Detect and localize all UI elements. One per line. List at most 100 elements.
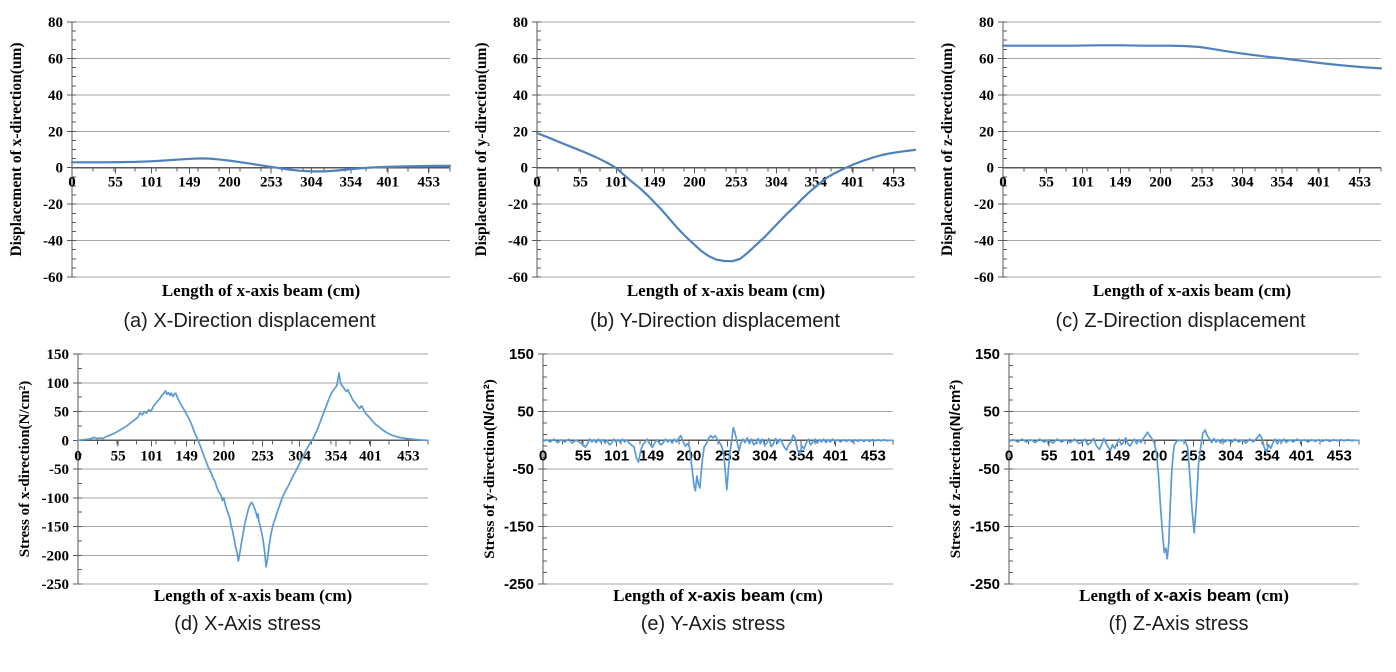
x-tick-label: 401 bbox=[823, 447, 848, 464]
gridlines bbox=[78, 353, 428, 585]
x-tick-label: 149 bbox=[643, 175, 666, 191]
axes bbox=[998, 21, 1382, 278]
x-tick-label: 401 bbox=[842, 175, 865, 191]
y-axis-title: Displacement of x-direction(um) bbox=[8, 42, 25, 256]
x-tick-label: 354 bbox=[805, 175, 828, 191]
y-tick-label: 100 bbox=[47, 376, 70, 392]
x-axis-title: Length of x-axis beam (cm) bbox=[1079, 586, 1289, 605]
y-tick-label: 60 bbox=[513, 51, 528, 67]
y-tick-label: -20 bbox=[43, 197, 63, 213]
series-line bbox=[1001, 44, 1383, 70]
x-axis-title: Length of x-axis beam (cm) bbox=[613, 586, 823, 605]
x-tick-label: 304 bbox=[752, 447, 778, 464]
x-tick-label: 55 bbox=[573, 175, 588, 191]
x-axis-title: Length of x-axis beam (cm) bbox=[627, 281, 825, 300]
x-axis-title: Length of x-axis beam (cm) bbox=[1093, 281, 1291, 300]
x-tick-label: 149 bbox=[178, 175, 201, 191]
axes bbox=[67, 21, 451, 278]
x-tick-label: 453 bbox=[1348, 175, 1371, 191]
y-tick-label: 80 bbox=[513, 15, 528, 31]
chart-f-plot: 150 50 -50 -150 -250 0 55 101 149 200 253 304 354 401… bbox=[947, 346, 1360, 605]
y-tick-label: -60 bbox=[43, 270, 63, 286]
y-tick-label: -250 bbox=[504, 576, 534, 593]
y-tick-label: 60 bbox=[48, 51, 63, 67]
y-tick-label: 80 bbox=[48, 15, 63, 31]
x-tick-label: 55 bbox=[575, 447, 592, 464]
x-tick-label: 0 bbox=[539, 447, 547, 464]
x-tick-label: 354 bbox=[1271, 175, 1294, 191]
y-tick-label: 20 bbox=[513, 124, 528, 140]
x-tick-label: 101 bbox=[140, 175, 163, 191]
x-tick-label: 0 bbox=[1005, 447, 1013, 464]
x-tick-label: 253 bbox=[1181, 447, 1206, 464]
x-tick-label: 200 bbox=[218, 175, 241, 191]
x-tick-label: 200 bbox=[1142, 447, 1167, 464]
y-tick-label: 20 bbox=[48, 124, 63, 140]
chart-e-plot: 150 50 -50 -150 -250 0 55 101 149 200 253 304 354 401… bbox=[481, 346, 894, 605]
x-tick-label: 304 bbox=[300, 175, 323, 191]
x-tick-label: 401 bbox=[1289, 447, 1314, 464]
chart-e-figure: 150 50 -50 -150 -250 0 55 101 149 200 253 304 354 401… bbox=[465, 333, 931, 636]
x-tick-label: 253 bbox=[715, 447, 740, 464]
x-tick-label: 149 bbox=[1105, 447, 1130, 464]
y-tick-label: 150 bbox=[975, 346, 1000, 363]
x-tick-label: 0 bbox=[68, 175, 76, 191]
x-tick-label: 101 bbox=[604, 447, 629, 464]
x-tick-label: 453 bbox=[882, 175, 905, 191]
x-tick-label: 253 bbox=[725, 175, 748, 191]
chart-d-figure: 150 100 50 0 -50 -100 -150 -200 -250 0 55 101 149 200… bbox=[0, 333, 465, 636]
charts-grid: 80 60 40 20 0 -20 -40 -60 0 55 101 149 200 253 304 354 4… bbox=[0, 0, 1383, 636]
x-tick-label: 101 bbox=[1070, 447, 1095, 464]
y-axis-title: Stress of x-direction(N/cm²) bbox=[17, 381, 33, 557]
y-tick-label: -40 bbox=[508, 234, 528, 250]
x-tick-label: 253 bbox=[260, 175, 283, 191]
y-axis-title: Displacement of y-direction(um) bbox=[473, 42, 490, 256]
y-tick-label: 80 bbox=[979, 15, 994, 31]
y-axis-title: Displacement of z-direction(um) bbox=[939, 43, 956, 256]
chart-a-figure: 80 60 40 20 0 -20 -40 -60 0 55 101 149 200 253 304 354 4… bbox=[0, 0, 465, 333]
series-line bbox=[70, 157, 452, 173]
chart-a-caption: (a) X-Direction displacement bbox=[123, 310, 376, 332]
gridlines bbox=[543, 353, 893, 585]
axes bbox=[532, 21, 916, 278]
x-tick-label: 354 bbox=[789, 447, 815, 464]
y-axis-title: Stress of z-direction(N/cm²) bbox=[947, 380, 964, 559]
x-tick-label: 149 bbox=[639, 447, 664, 464]
x-tick-label: 354 bbox=[340, 175, 363, 191]
x-tick-label: 200 bbox=[213, 448, 236, 464]
x-axis-title: Length of x-axis beam (cm) bbox=[162, 281, 360, 300]
series-line bbox=[77, 372, 429, 568]
chart-f-caption: (f) Z-Axis stress bbox=[1108, 613, 1249, 635]
x-tick-label: 401 bbox=[1308, 175, 1331, 191]
y-tick-label: -50 bbox=[49, 462, 69, 478]
axes bbox=[73, 353, 429, 585]
x-tick-label: 101 bbox=[140, 448, 163, 464]
y-tick-label: -60 bbox=[974, 270, 994, 286]
y-tick-label: -60 bbox=[508, 270, 528, 286]
gridlines bbox=[1009, 353, 1359, 585]
x-tick-label: 149 bbox=[175, 448, 198, 464]
series-line bbox=[1008, 429, 1360, 560]
y-tick-label: -150 bbox=[504, 519, 534, 536]
y-tick-label: 50 bbox=[54, 405, 69, 421]
x-tick-label: 453 bbox=[861, 447, 886, 464]
y-tick-label: 40 bbox=[48, 88, 63, 104]
y-tick-label: -40 bbox=[43, 234, 63, 250]
y-tick-label: -50 bbox=[978, 461, 1000, 478]
y-tick-label: -40 bbox=[974, 234, 994, 250]
y-tick-label: -100 bbox=[42, 491, 70, 507]
y-tick-label: 50 bbox=[983, 404, 1000, 421]
y-tick-label: -250 bbox=[970, 576, 1000, 593]
x-axis-title: Length of x-axis beam (cm) bbox=[154, 586, 352, 605]
chart-d-caption: (d) X-Axis stress bbox=[174, 613, 321, 635]
chart-b-figure: 80 60 40 20 0 -20 -40 -60 0 55 101 149 200 253 304 354 4… bbox=[465, 0, 931, 333]
x-tick-label: 101 bbox=[605, 175, 628, 191]
series-line bbox=[535, 132, 917, 263]
y-tick-label: 150 bbox=[509, 346, 534, 363]
y-tick-label: -50 bbox=[512, 461, 534, 478]
x-tick-label: 354 bbox=[325, 448, 348, 464]
y-tick-label: 40 bbox=[513, 88, 528, 104]
x-tick-label: 0 bbox=[999, 175, 1007, 191]
